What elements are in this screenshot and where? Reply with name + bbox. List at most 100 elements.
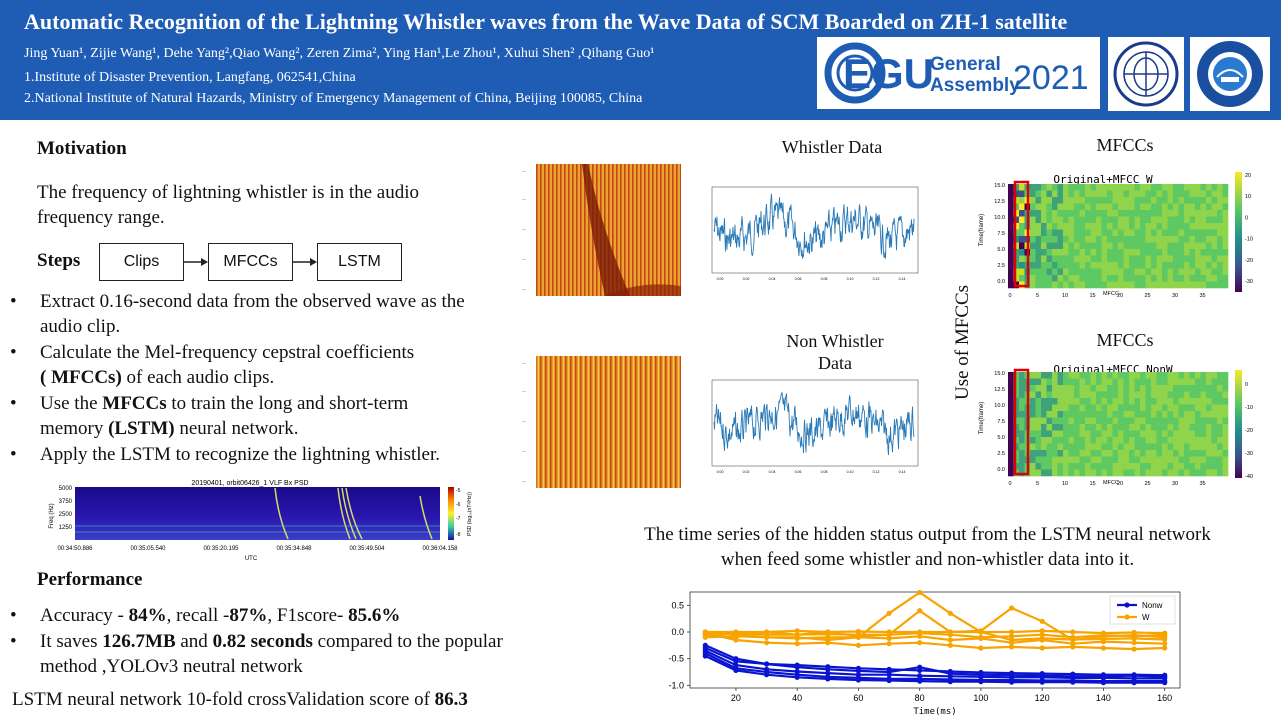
heatmap-cell: [1041, 249, 1047, 256]
heatmap-cell: [1074, 443, 1080, 451]
data-point-w: [1100, 632, 1106, 638]
heatmap-cell: [1013, 391, 1020, 399]
heatmap-cell: [1101, 430, 1108, 438]
heatmap-cell: [1200, 411, 1207, 418]
heatmap-cell: [1008, 216, 1014, 224]
heatmap-cell: [1074, 281, 1080, 289]
heatmap-cell: [1195, 391, 1201, 399]
heatmap-cell: [1079, 385, 1086, 392]
heatmap-cell: [1134, 281, 1141, 289]
heatmap-cell: [1041, 456, 1047, 464]
heatmap-cell: [1189, 391, 1196, 399]
heatmap-cell: [1118, 404, 1124, 412]
heatmap-cell: [1096, 190, 1102, 198]
heatmap-cell: [1107, 236, 1113, 243]
heatmap-cell: [1008, 378, 1014, 386]
heatmap-cell: [1206, 249, 1212, 256]
performance-heading: Performance: [37, 569, 143, 590]
heatmap-cell: [1107, 216, 1113, 224]
heatmap-cell: [1085, 463, 1091, 470]
heatmap-cell: [1057, 437, 1064, 444]
heatmap-cell: [1140, 236, 1146, 243]
heatmap-cell: [1030, 281, 1036, 289]
heatmap-cell: [1068, 430, 1075, 438]
heatmap-cell: [1112, 197, 1119, 204]
data-point-w: [978, 645, 984, 651]
heatmap-cell: [1173, 372, 1179, 379]
heatmap-cell: [1167, 249, 1174, 256]
heatmap-cell: [1019, 385, 1025, 392]
heatmap-cell: [1200, 378, 1207, 386]
heatmap-ylabel: Time(frame): [979, 214, 985, 246]
data-point-nonw: [978, 672, 984, 678]
data-point-w: [886, 641, 892, 647]
data-point-nonw: [1162, 680, 1168, 686]
heatmap-cell: [1101, 404, 1108, 412]
heatmap-cell: [1217, 275, 1223, 282]
heatmap-cell: [1145, 184, 1152, 191]
heatmap-cell: [1129, 197, 1135, 204]
heatmap-cell: [1140, 469, 1146, 477]
heatmap-cell: [1134, 242, 1141, 250]
heatmap-cell: [1173, 404, 1179, 412]
heatmap-cell: [1211, 216, 1218, 224]
heatmap-cell: [1156, 184, 1163, 191]
heatmap-cell: [1013, 190, 1020, 198]
heatmap-cell: [1200, 242, 1207, 250]
heatmap-cell: [1057, 249, 1064, 256]
heatmap-cell: [1079, 262, 1086, 269]
spec-xtick: 00:35:49.504: [349, 546, 385, 552]
data-point-nonw: [1070, 679, 1076, 685]
heatmap-cell: [1151, 404, 1157, 412]
heatmap-cell: [1057, 443, 1064, 451]
heatmap-cell: [1151, 391, 1157, 399]
heatmap-cell: [1189, 411, 1196, 418]
heatmap-cell: [1173, 463, 1179, 470]
heatmap-cell: [1074, 190, 1080, 198]
heatmap-cell: [1101, 249, 1108, 256]
heatmap-cell: [1129, 417, 1135, 425]
heatmap-cell: [1129, 242, 1135, 250]
heatmap-cell: [1145, 229, 1152, 237]
egu-mark: EGU: [843, 50, 934, 97]
heatmap-cell: [1156, 281, 1163, 289]
heatmap-cell: [1167, 190, 1174, 198]
heatmap-cell: [1019, 197, 1025, 204]
heatmap-cell: [1090, 463, 1097, 470]
wave-xtick: 0.00: [717, 277, 724, 281]
heatmap-cell: [1206, 469, 1212, 477]
heatmap-cell: [1079, 236, 1086, 243]
heatmap-cell: [1101, 229, 1108, 237]
heatmap-cell: [1057, 281, 1064, 289]
heatmap-cell: [1200, 210, 1207, 217]
heatmap-cell: [1052, 223, 1058, 230]
heatmap-cell: [1041, 443, 1047, 451]
heatmap-cell: [1068, 456, 1075, 464]
heatmap-cell: [1041, 262, 1047, 269]
heatmap-cell: [1140, 417, 1146, 425]
heatmap-cell: [1200, 249, 1207, 256]
heatmap-cell: [1200, 229, 1207, 237]
legend-marker: [1124, 614, 1130, 620]
data-point-nonw: [1131, 673, 1137, 679]
heatmap-cell: [1211, 249, 1218, 256]
heatmap-cell: [1173, 262, 1179, 269]
heatmap-cell: [1101, 216, 1108, 224]
heatmap-cell: [1046, 391, 1053, 399]
data-point-w: [1039, 645, 1045, 651]
heatmap-cell: [1118, 197, 1124, 204]
heatmap-cell: [1217, 372, 1223, 379]
heatmap-cell: [1019, 391, 1025, 399]
heatmap-cell: [1079, 249, 1086, 256]
heatmap-cell: [1222, 262, 1229, 269]
heatmap-cell: [1013, 197, 1020, 204]
heatmap-cell: [1173, 430, 1179, 438]
heatmap-cell: [1140, 385, 1146, 392]
heatmap-cell: [1096, 398, 1102, 405]
heatmap-cell: [1217, 184, 1223, 191]
heatmap-cell: [1178, 242, 1185, 250]
heatmap-cell: [1063, 242, 1069, 250]
heatmap-cell: [1090, 216, 1097, 224]
heatmap-cell: [1101, 223, 1108, 230]
heatmap-cell: [1200, 469, 1207, 477]
